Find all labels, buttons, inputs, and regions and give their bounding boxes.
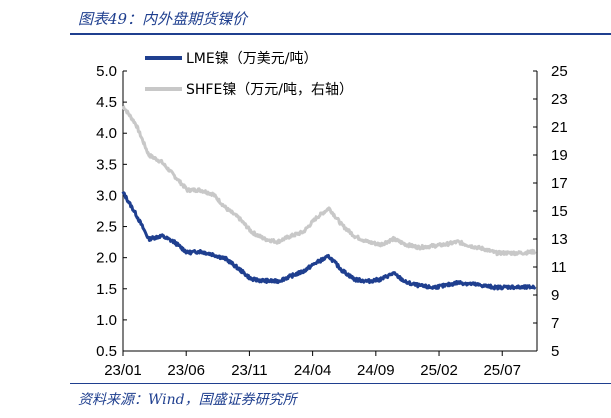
right-tick-label: 23 [551, 91, 568, 108]
x-tick-label: 23/01 [104, 362, 142, 379]
right-tick-label: 19 [551, 147, 568, 164]
left-tick-label: 5.0 [96, 63, 117, 80]
left-tick-label: 3.0 [96, 187, 117, 204]
left-tick-label: 1.0 [96, 312, 117, 329]
right-tick-label: 5 [551, 343, 559, 360]
legend-label-shfe: SHFE镍（万元/吨，右轴） [186, 82, 353, 98]
source-rule [70, 383, 611, 384]
legend-label-lme: LME镍（万美元/吨） [186, 51, 317, 67]
right-tick-label: 21 [551, 119, 568, 136]
right-tick-label: 7 [551, 315, 559, 332]
x-tick-label: 23/06 [167, 362, 205, 379]
x-tick-label: 24/04 [294, 362, 332, 379]
x-tick-label: 23/11 [231, 362, 267, 379]
title-rule [70, 33, 611, 35]
left-tick-label: 3.5 [96, 156, 117, 173]
x-tick-label: 25/07 [483, 362, 521, 379]
right-tick-label: 25 [551, 63, 568, 80]
left-tick-label: 2.5 [96, 219, 117, 236]
left-tick-label: 4.5 [96, 94, 117, 111]
figure-title: 图表49：内外盘期货镍价 [78, 10, 248, 28]
left-tick-label: 0.5 [96, 343, 117, 360]
left-tick-label: 4.0 [96, 125, 117, 142]
figure-source: 资料来源：Wind，国盛证券研究所 [78, 392, 297, 408]
left-tick-label: 1.5 [96, 281, 117, 298]
right-tick-label: 11 [551, 259, 567, 276]
right-tick-label: 13 [551, 231, 568, 248]
right-tick-label: 17 [551, 175, 568, 192]
x-tick-label: 25/02 [420, 362, 458, 379]
left-tick-label: 2.0 [96, 250, 117, 267]
x-tick-label: 24/09 [357, 362, 395, 379]
lme-nickel-line [121, 191, 537, 291]
right-tick-label: 9 [551, 287, 559, 304]
right-tick-label: 15 [551, 203, 568, 220]
shfe-nickel-line [121, 105, 537, 257]
